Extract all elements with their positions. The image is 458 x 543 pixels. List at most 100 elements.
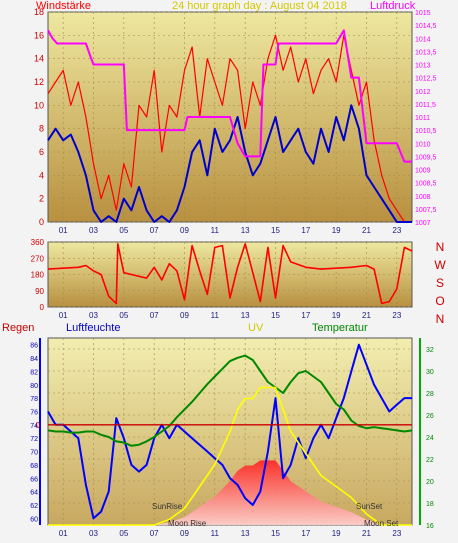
humidity-y-tick-label: 60	[30, 516, 38, 523]
wind-y-tick-label: 4	[39, 170, 44, 180]
annotation-layer: SunRise SunSet Moon Rise Moon Set	[152, 502, 399, 528]
pressure-y-tick-label: 1009	[415, 168, 431, 175]
humidity-x-tick-label: 21	[362, 529, 371, 538]
direction-y-tick-label: 360	[31, 238, 45, 247]
wind-x-tick-label: 17	[301, 226, 310, 235]
humidity-x-tick-label: 09	[180, 529, 189, 538]
compass-s: S	[435, 276, 444, 290]
humidity-x-tick-label: 15	[271, 529, 280, 538]
pressure-axis-title: Luftdruck	[370, 0, 416, 12]
chart-title: 24 hour graph day : August 04 2018	[172, 0, 347, 12]
temperature-y-tick-label: 20	[426, 479, 434, 486]
pressure-y-tick-label: 1013,5	[415, 49, 437, 56]
humidity-x-tick-label: 01	[59, 529, 68, 538]
pressure-y-tick-label: 1015	[415, 10, 431, 17]
direction-y-tick-label: 270	[31, 254, 45, 263]
wind-y-tick-label: 12	[34, 77, 44, 87]
humidity-y-tick-label: 76	[30, 409, 38, 416]
wind-x-tick-label: 09	[180, 226, 189, 235]
series-line-wind-direction	[47, 243, 413, 305]
humidity-y-tick-label: 70	[30, 450, 38, 457]
humidity-y-tick-label: 82	[30, 369, 38, 376]
series-line-uv	[48, 386, 412, 526]
humidity-y-tick-label: 74	[30, 423, 38, 430]
pressure-y-tick-label: 1008	[415, 194, 431, 201]
humidity-x-tick-label: 19	[332, 529, 341, 538]
wind-x-tick-label: 23	[392, 226, 401, 235]
wind-axis-title: Windstärke	[36, 0, 92, 12]
direction-y-tick-label: 0	[40, 303, 45, 312]
plot-backgrounds	[47, 11, 413, 526]
wind-x-tick-label: 07	[150, 226, 159, 235]
direction-x-tick-label: 23	[392, 311, 401, 320]
direction-x-tick-label: 11	[211, 311, 220, 320]
direction-x-tick-label: 17	[301, 311, 310, 320]
wind-y-tick-label: 14	[34, 54, 44, 64]
humidity-x-tick-label: 17	[301, 529, 310, 538]
humidity-y-tick-label: 62	[30, 503, 38, 510]
humidity-x-tick-label: 07	[150, 529, 159, 538]
pressure-y-tick-label: 1010,5	[415, 128, 437, 135]
wind-y-tick-label: 6	[39, 147, 44, 157]
sunset-annotation: SunSet	[356, 502, 383, 511]
moonset-annotation: Moon Set	[364, 519, 399, 528]
sun-radiation-area	[48, 460, 412, 525]
temperature-y-tick-label: 24	[426, 435, 434, 442]
temperature-y-tick-label: 22	[426, 457, 434, 464]
humidity-y-tick-label: 72	[30, 436, 38, 443]
temperature-y-tick-label: 18	[426, 501, 434, 508]
humidity-y-tick-label: 84	[30, 356, 38, 363]
humidity-temperature-uv-chart: 01 03 05 07 09 11 13 15 17 19 21 23 60 62 64 66 68 70 72 74…	[30, 338, 434, 538]
wind-x-tick-label: 03	[89, 226, 98, 235]
series-line-temperatur	[47, 354, 413, 447]
humidity-y-tick-label: 64	[30, 490, 38, 497]
compass-column: N W S O N	[430, 238, 450, 328]
wind-x-tick-label: 13	[241, 226, 250, 235]
humidity-x-tick-label: 13	[241, 529, 250, 538]
humidity-y-tick-label: 80	[30, 383, 38, 390]
pressure-y-tick-label: 1013	[415, 63, 431, 70]
humidity-y-tick-label: 78	[30, 396, 38, 403]
humidity-y-tick-label: 66	[30, 476, 38, 483]
humidity-y-tick-label: 68	[30, 463, 38, 470]
temperature-y-tick-label: 32	[426, 347, 434, 354]
direction-y-tick-label: 180	[31, 271, 45, 280]
direction-x-tick-label: 03	[89, 311, 98, 320]
wind-x-tick-label: 19	[332, 226, 341, 235]
temperature-label: Temperatur	[312, 322, 368, 334]
series-line-wind-avg	[47, 104, 412, 223]
temperature-y-tick-label: 28	[426, 391, 434, 398]
temperature-y-tick-label: 16	[426, 523, 434, 530]
direction-x-tick-label: 09	[180, 311, 189, 320]
pressure-y-tick-label: 1014	[415, 36, 431, 43]
pressure-y-tick-label: 1012	[415, 89, 431, 96]
uv-label: UV	[248, 322, 264, 334]
direction-x-tick-label: 05	[119, 311, 128, 320]
sunrise-annotation: SunRise	[152, 502, 183, 511]
wind-x-tick-label: 01	[59, 226, 68, 235]
wind-y-tick-label: 18	[34, 7, 44, 17]
humidity-x-tick-label: 05	[119, 529, 128, 538]
wind-x-tick-label: 21	[362, 226, 371, 235]
compass-n-bottom: N	[435, 312, 445, 326]
temperature-y-tick-label: 26	[426, 413, 434, 420]
wind-y-tick-label: 10	[34, 100, 44, 110]
temperature-y-tick-label: 30	[426, 369, 434, 376]
humidity-y-tick-label: 86	[30, 343, 38, 350]
pressure-y-tick-label: 1012,5	[415, 76, 437, 83]
compass-n-top: N	[435, 240, 445, 254]
wind-y-tick-label: 0	[39, 217, 44, 227]
wind-y-tick-label: 8	[39, 124, 44, 134]
pressure-y-tick-label: 1011,5	[415, 102, 436, 109]
pressure-y-tick-label: 1007	[415, 220, 431, 227]
pressure-y-tick-label: 1007,5	[415, 207, 437, 214]
pressure-y-tick-label: 1014,5	[415, 23, 437, 30]
wind-y-tick-label: 16	[34, 30, 44, 40]
pressure-y-tick-label: 1011	[415, 115, 430, 122]
moonrise-annotation: Moon Rise	[168, 519, 207, 528]
rain-zero-label: 0	[36, 421, 41, 430]
direction-x-tick-label: 07	[150, 311, 159, 320]
direction-x-tick-label: 15	[271, 311, 280, 320]
humidity-x-tick-label: 03	[89, 529, 98, 538]
